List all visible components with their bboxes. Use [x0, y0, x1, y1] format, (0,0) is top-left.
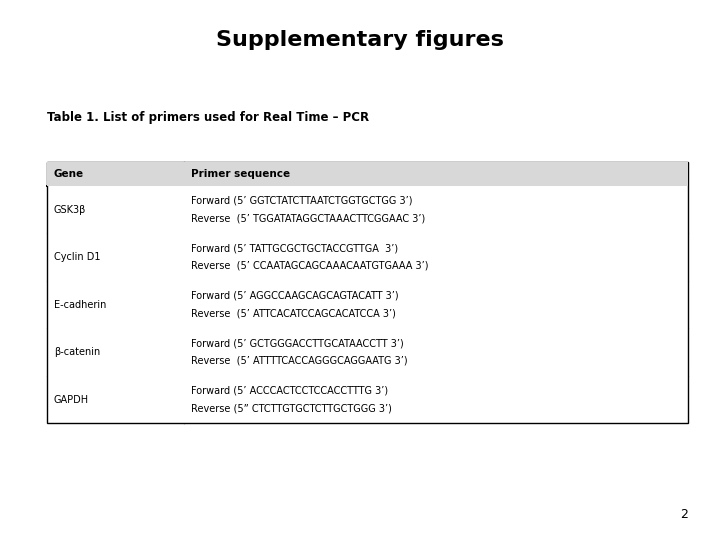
Text: Reverse  (5’ TGGATATAGGCTAAACTTCGGAAC 3’): Reverse (5’ TGGATATAGGCTAAACTTCGGAAC 3’) — [191, 213, 425, 223]
Text: Forward (5’ AGGCCAAGCAGCAGTACATT 3’): Forward (5’ AGGCCAAGCAGCAGTACATT 3’) — [191, 291, 398, 301]
Text: Gene: Gene — [54, 169, 84, 179]
Text: Forward (5’ TATTGCGCTGCTACCGTTGA  3’): Forward (5’ TATTGCGCTGCTACCGTTGA 3’) — [191, 244, 398, 253]
Text: Forward (5’ ACCCACTCCTCCACCTTTG 3’): Forward (5’ ACCCACTCCTCCACCTTTG 3’) — [191, 386, 388, 396]
Text: Reverse  (5’ ATTTTCACCAGGGCAGGAATG 3’): Reverse (5’ ATTTTCACCAGGGCAGGAATG 3’) — [191, 356, 408, 366]
Text: Supplementary figures: Supplementary figures — [216, 30, 504, 50]
Text: GSK3β: GSK3β — [54, 205, 86, 214]
Text: Forward (5’ GCTGGGACCTTGCATAACCTT 3’): Forward (5’ GCTGGGACCTTGCATAACCTT 3’) — [191, 339, 403, 348]
Text: β-catenin: β-catenin — [54, 347, 100, 357]
Text: Forward (5’ GGTCTATCTTAATCTGGTGCTGG 3’): Forward (5’ GGTCTATCTTAATCTGGTGCTGG 3’) — [191, 196, 413, 206]
Text: 2: 2 — [680, 508, 688, 521]
Text: Reverse  (5’ CCAATAGCAGCAAACAATGTGAAA 3’): Reverse (5’ CCAATAGCAGCAAACAATGTGAAA 3’) — [191, 261, 428, 271]
Text: Reverse  (5’ ATTCACATCCAGCACATCCA 3’): Reverse (5’ ATTCACATCCAGCACATCCA 3’) — [191, 308, 396, 318]
Text: GAPDH: GAPDH — [54, 395, 89, 404]
Text: Cyclin D1: Cyclin D1 — [54, 252, 101, 262]
Text: E-cadherin: E-cadherin — [54, 300, 107, 309]
Text: Primer sequence: Primer sequence — [191, 169, 290, 179]
Text: Reverse (5” CTCTTGTGCTCTTGCTGGG 3’): Reverse (5” CTCTTGTGCTCTTGCTGGG 3’) — [191, 403, 392, 413]
Text: Table 1. List of primers used for Real Time – PCR: Table 1. List of primers used for Real T… — [47, 111, 369, 124]
